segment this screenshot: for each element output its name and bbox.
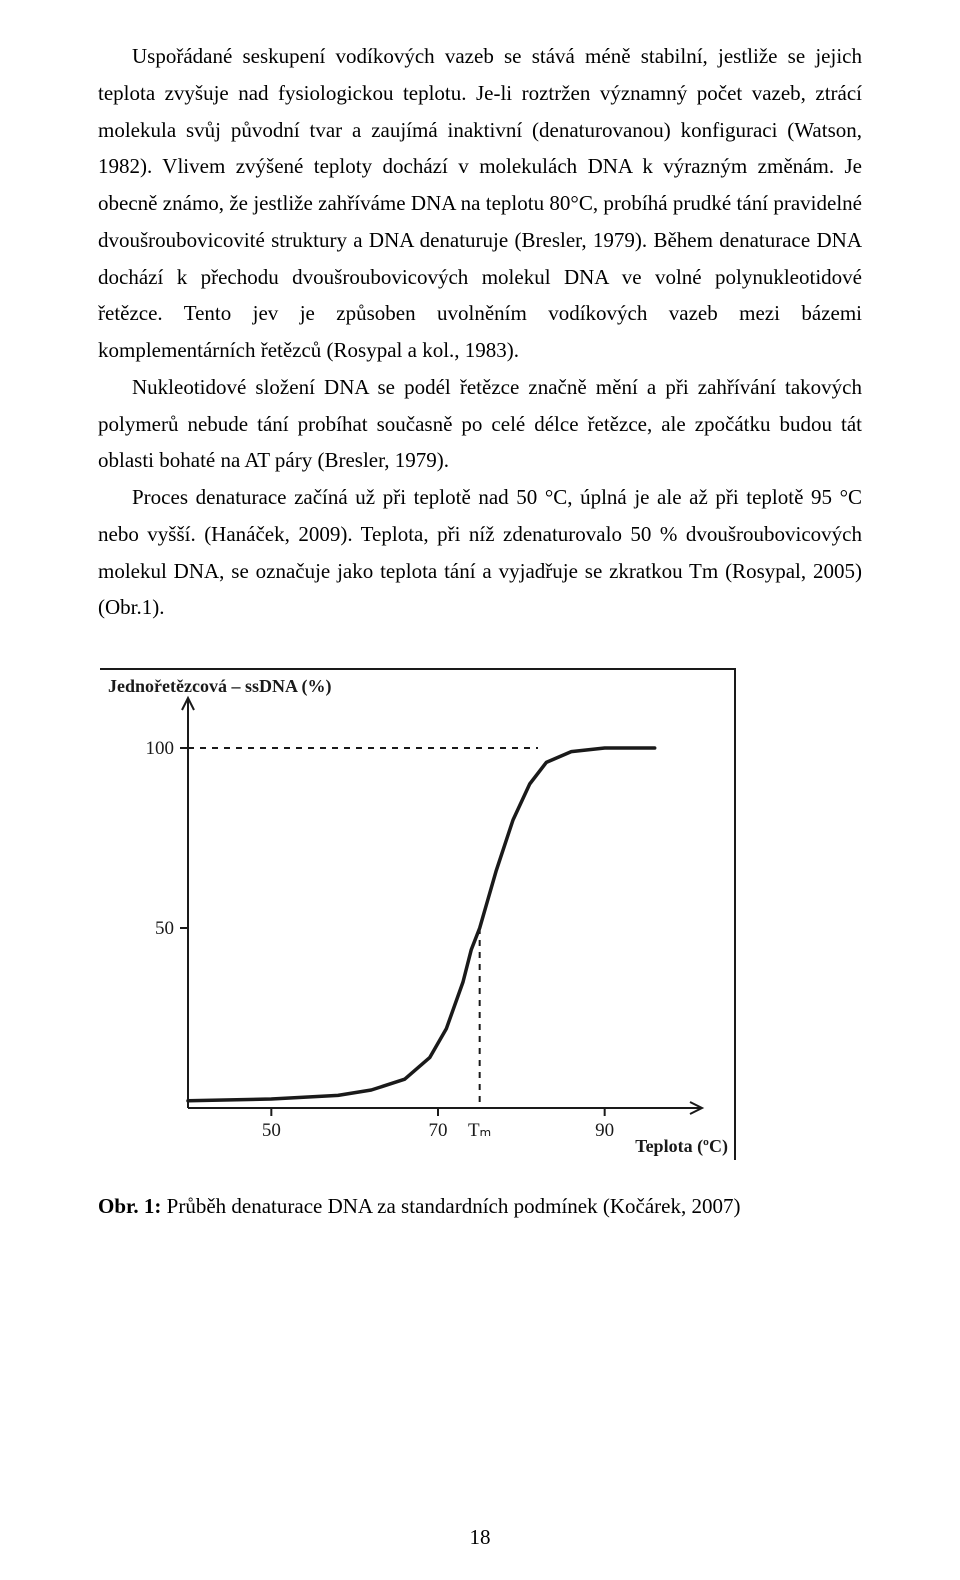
- svg-text:70: 70: [429, 1120, 448, 1141]
- paragraph-2: Nukleotidové složení DNA se podél řetězc…: [98, 369, 862, 479]
- svg-text:100: 100: [146, 738, 175, 759]
- paragraph-1: Uspořádané seskupení vodíkových vazeb se…: [98, 38, 862, 369]
- caption-label: Obr. 1:: [98, 1194, 161, 1218]
- page-number: 18: [0, 1525, 960, 1550]
- svg-text:50: 50: [155, 918, 174, 939]
- svg-text:Teplota (ºC): Teplota (ºC): [635, 1136, 728, 1157]
- figure-1: 50 100 50 70 90 Tₘ Jednořetězcová – ssDNA (%) T…: [98, 666, 862, 1219]
- caption-text: Průběh denaturace DNA za standardních po…: [161, 1194, 740, 1218]
- paragraph-3: Proces denaturace začíná už při teplotě …: [98, 479, 862, 626]
- svg-text:Jednořetězcová – ssDNA (%): Jednořetězcová – ssDNA (%): [108, 676, 331, 697]
- page: Uspořádané seskupení vodíkových vazeb se…: [0, 0, 960, 1580]
- svg-text:Tₘ: Tₘ: [468, 1120, 491, 1141]
- denaturation-chart: 50 100 50 70 90 Tₘ Jednořetězcová – ssDNA (%) T…: [98, 666, 738, 1166]
- figure-caption: Obr. 1: Průběh denaturace DNA za standar…: [98, 1194, 862, 1219]
- svg-text:50: 50: [262, 1120, 281, 1141]
- svg-text:90: 90: [595, 1120, 614, 1141]
